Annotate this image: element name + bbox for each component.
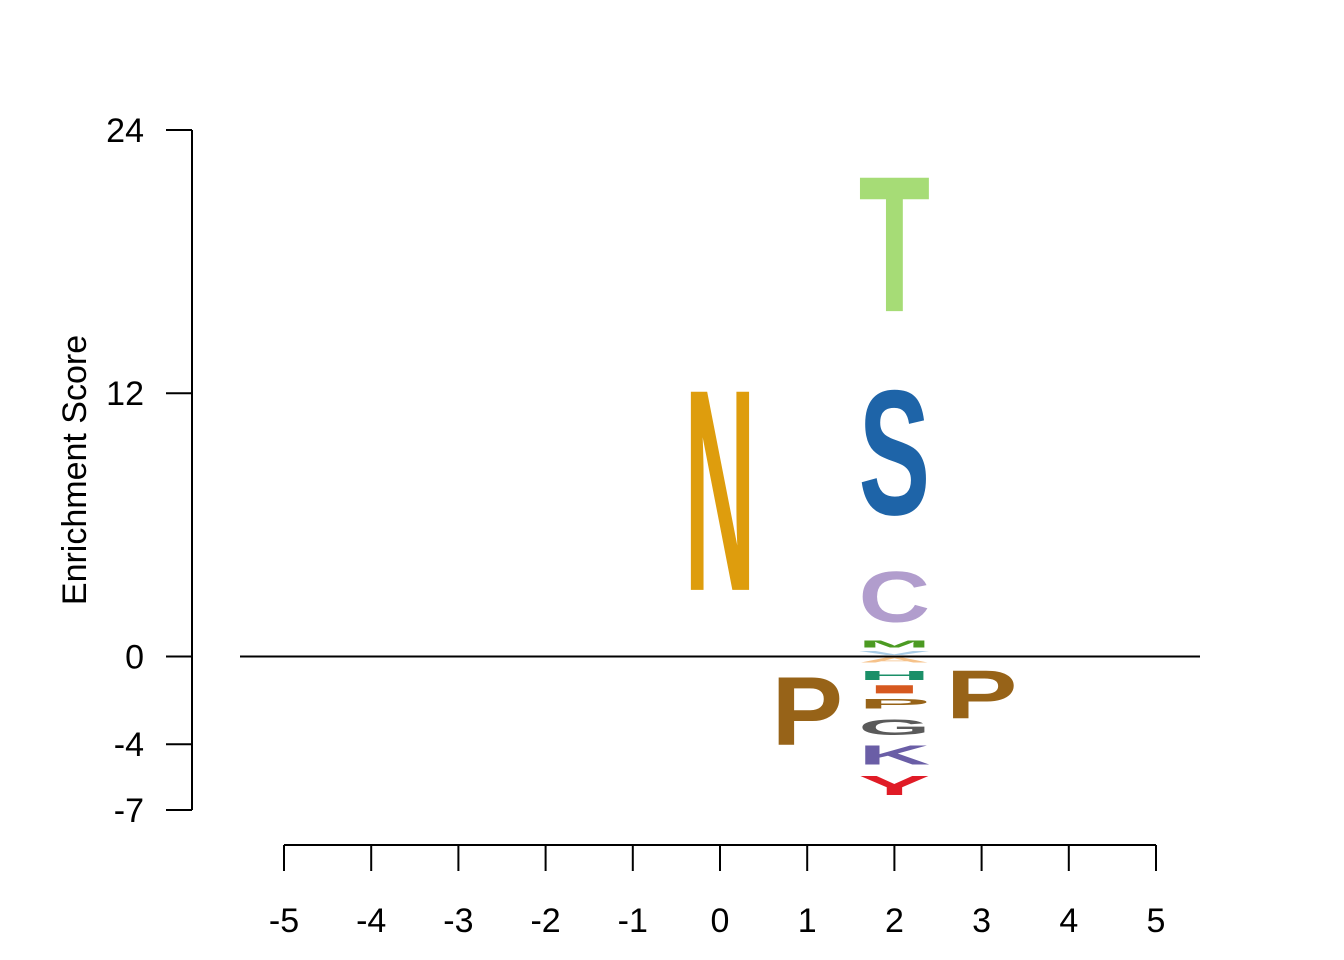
x-tick-label: 1	[798, 902, 817, 940]
logo-letter-s: S	[859, 354, 931, 553]
y-tick-label: -7	[114, 792, 144, 830]
logo-letter-g: G	[859, 715, 930, 740]
x-tick-label: 2	[885, 902, 904, 940]
y-tick-label: -4	[114, 726, 144, 764]
logo-letter-m: M	[859, 639, 931, 650]
x-tick-label: 3	[972, 902, 991, 940]
y-tick-label: 24	[106, 112, 144, 150]
logo-letter-i: I	[859, 683, 930, 696]
x-tick-label: -5	[269, 902, 299, 940]
logo-letter-p: P	[946, 657, 1018, 733]
logo-letter-k: K	[859, 740, 930, 771]
logo-letter-h: H	[859, 668, 931, 682]
x-tick-label: 5	[1147, 902, 1166, 940]
logo-letter-t: T	[859, 136, 930, 353]
logo-letter-p: P	[859, 696, 930, 711]
x-tick-label: 4	[1059, 902, 1078, 940]
logo-letter-n: N	[684, 329, 756, 651]
y-axis: 24 12 0 -4 -7	[106, 112, 193, 830]
x-tick-label: -1	[618, 902, 648, 940]
x-axis: -5 -4 -3 -2 -1 0 1 2 3 4 5	[269, 844, 1166, 940]
x-tick-label: -4	[356, 902, 386, 940]
x-tick-label: -3	[443, 902, 473, 940]
logo-letter-a: A	[859, 656, 930, 664]
y-tick-label: 0	[125, 638, 144, 676]
logo-letter-v: V	[859, 650, 930, 657]
x-tick-label: 0	[711, 902, 730, 940]
x-tick-label: -2	[530, 902, 560, 940]
logo-letter-p: P	[771, 656, 843, 766]
logo-letter-y: Y	[859, 770, 931, 801]
logo-letter-c: C	[859, 557, 931, 638]
y-axis-title: Enrichment Score	[56, 335, 94, 605]
y-tick-label: 12	[106, 375, 144, 413]
